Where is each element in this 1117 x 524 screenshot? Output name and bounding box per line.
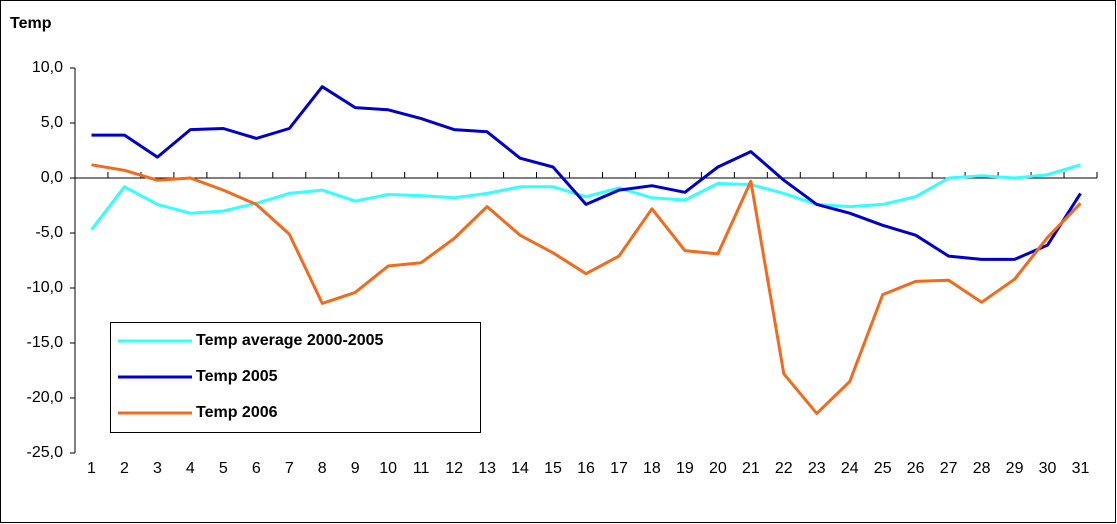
x-tick-label: 4 (186, 460, 195, 477)
x-tick-label: 20 (709, 460, 727, 477)
x-tick-label: 29 (1006, 460, 1024, 477)
x-tick-label: 22 (775, 460, 793, 477)
y-tick-label: 5,0 (41, 114, 63, 131)
legend-label: Temp average 2000-2005 (196, 332, 383, 349)
x-tick-label: 15 (544, 460, 562, 477)
x-tick-label: 5 (219, 460, 228, 477)
x-tick-label: 6 (252, 460, 261, 477)
y-tick-label: -15,0 (27, 334, 64, 351)
y-tick-label: -10,0 (27, 279, 64, 296)
x-tick-label: 17 (610, 460, 628, 477)
x-tick-label: 16 (577, 460, 595, 477)
x-tick-label: 13 (478, 460, 496, 477)
line-series (91, 163, 1082, 415)
x-tick-label: 27 (940, 460, 958, 477)
y-tick-label: 0,0 (41, 169, 63, 186)
x-tick-label: 7 (285, 460, 294, 477)
y-tick-label: 10,0 (32, 59, 63, 76)
x-tick-label: 24 (841, 460, 859, 477)
x-tick-label: 11 (413, 460, 430, 477)
x-tick-label: 25 (874, 460, 892, 477)
x-tick-label: 19 (676, 460, 694, 477)
x-tick-label: 23 (808, 460, 826, 477)
x-tick-label: 2 (120, 460, 129, 477)
x-tick-label: 28 (973, 460, 991, 477)
x-tick-label: 1 (87, 460, 96, 477)
y-tick-label: -25,0 (27, 444, 64, 461)
x-tick-label: 9 (351, 460, 360, 477)
x-tick-label: 12 (445, 460, 463, 477)
x-tick-label: 18 (643, 460, 661, 477)
y-tick-label: -20,0 (27, 389, 64, 406)
x-tick-label: 21 (742, 460, 760, 477)
x-tick-label: 10 (379, 460, 397, 477)
chart-title: Temp (10, 15, 52, 32)
x-tick-label: 31 (1072, 460, 1090, 477)
x-tick-label: 14 (511, 460, 529, 477)
x-tick-label: 8 (318, 460, 327, 477)
x-tick-label: 3 (153, 460, 162, 477)
x-tick-label: 26 (907, 460, 925, 477)
y-tick-label: -5,0 (35, 224, 63, 241)
legend-label: Temp 2005 (196, 368, 278, 385)
legend-label: Temp 2006 (196, 404, 278, 421)
line-series (91, 85, 1082, 261)
x-tick-label: 30 (1039, 460, 1057, 477)
